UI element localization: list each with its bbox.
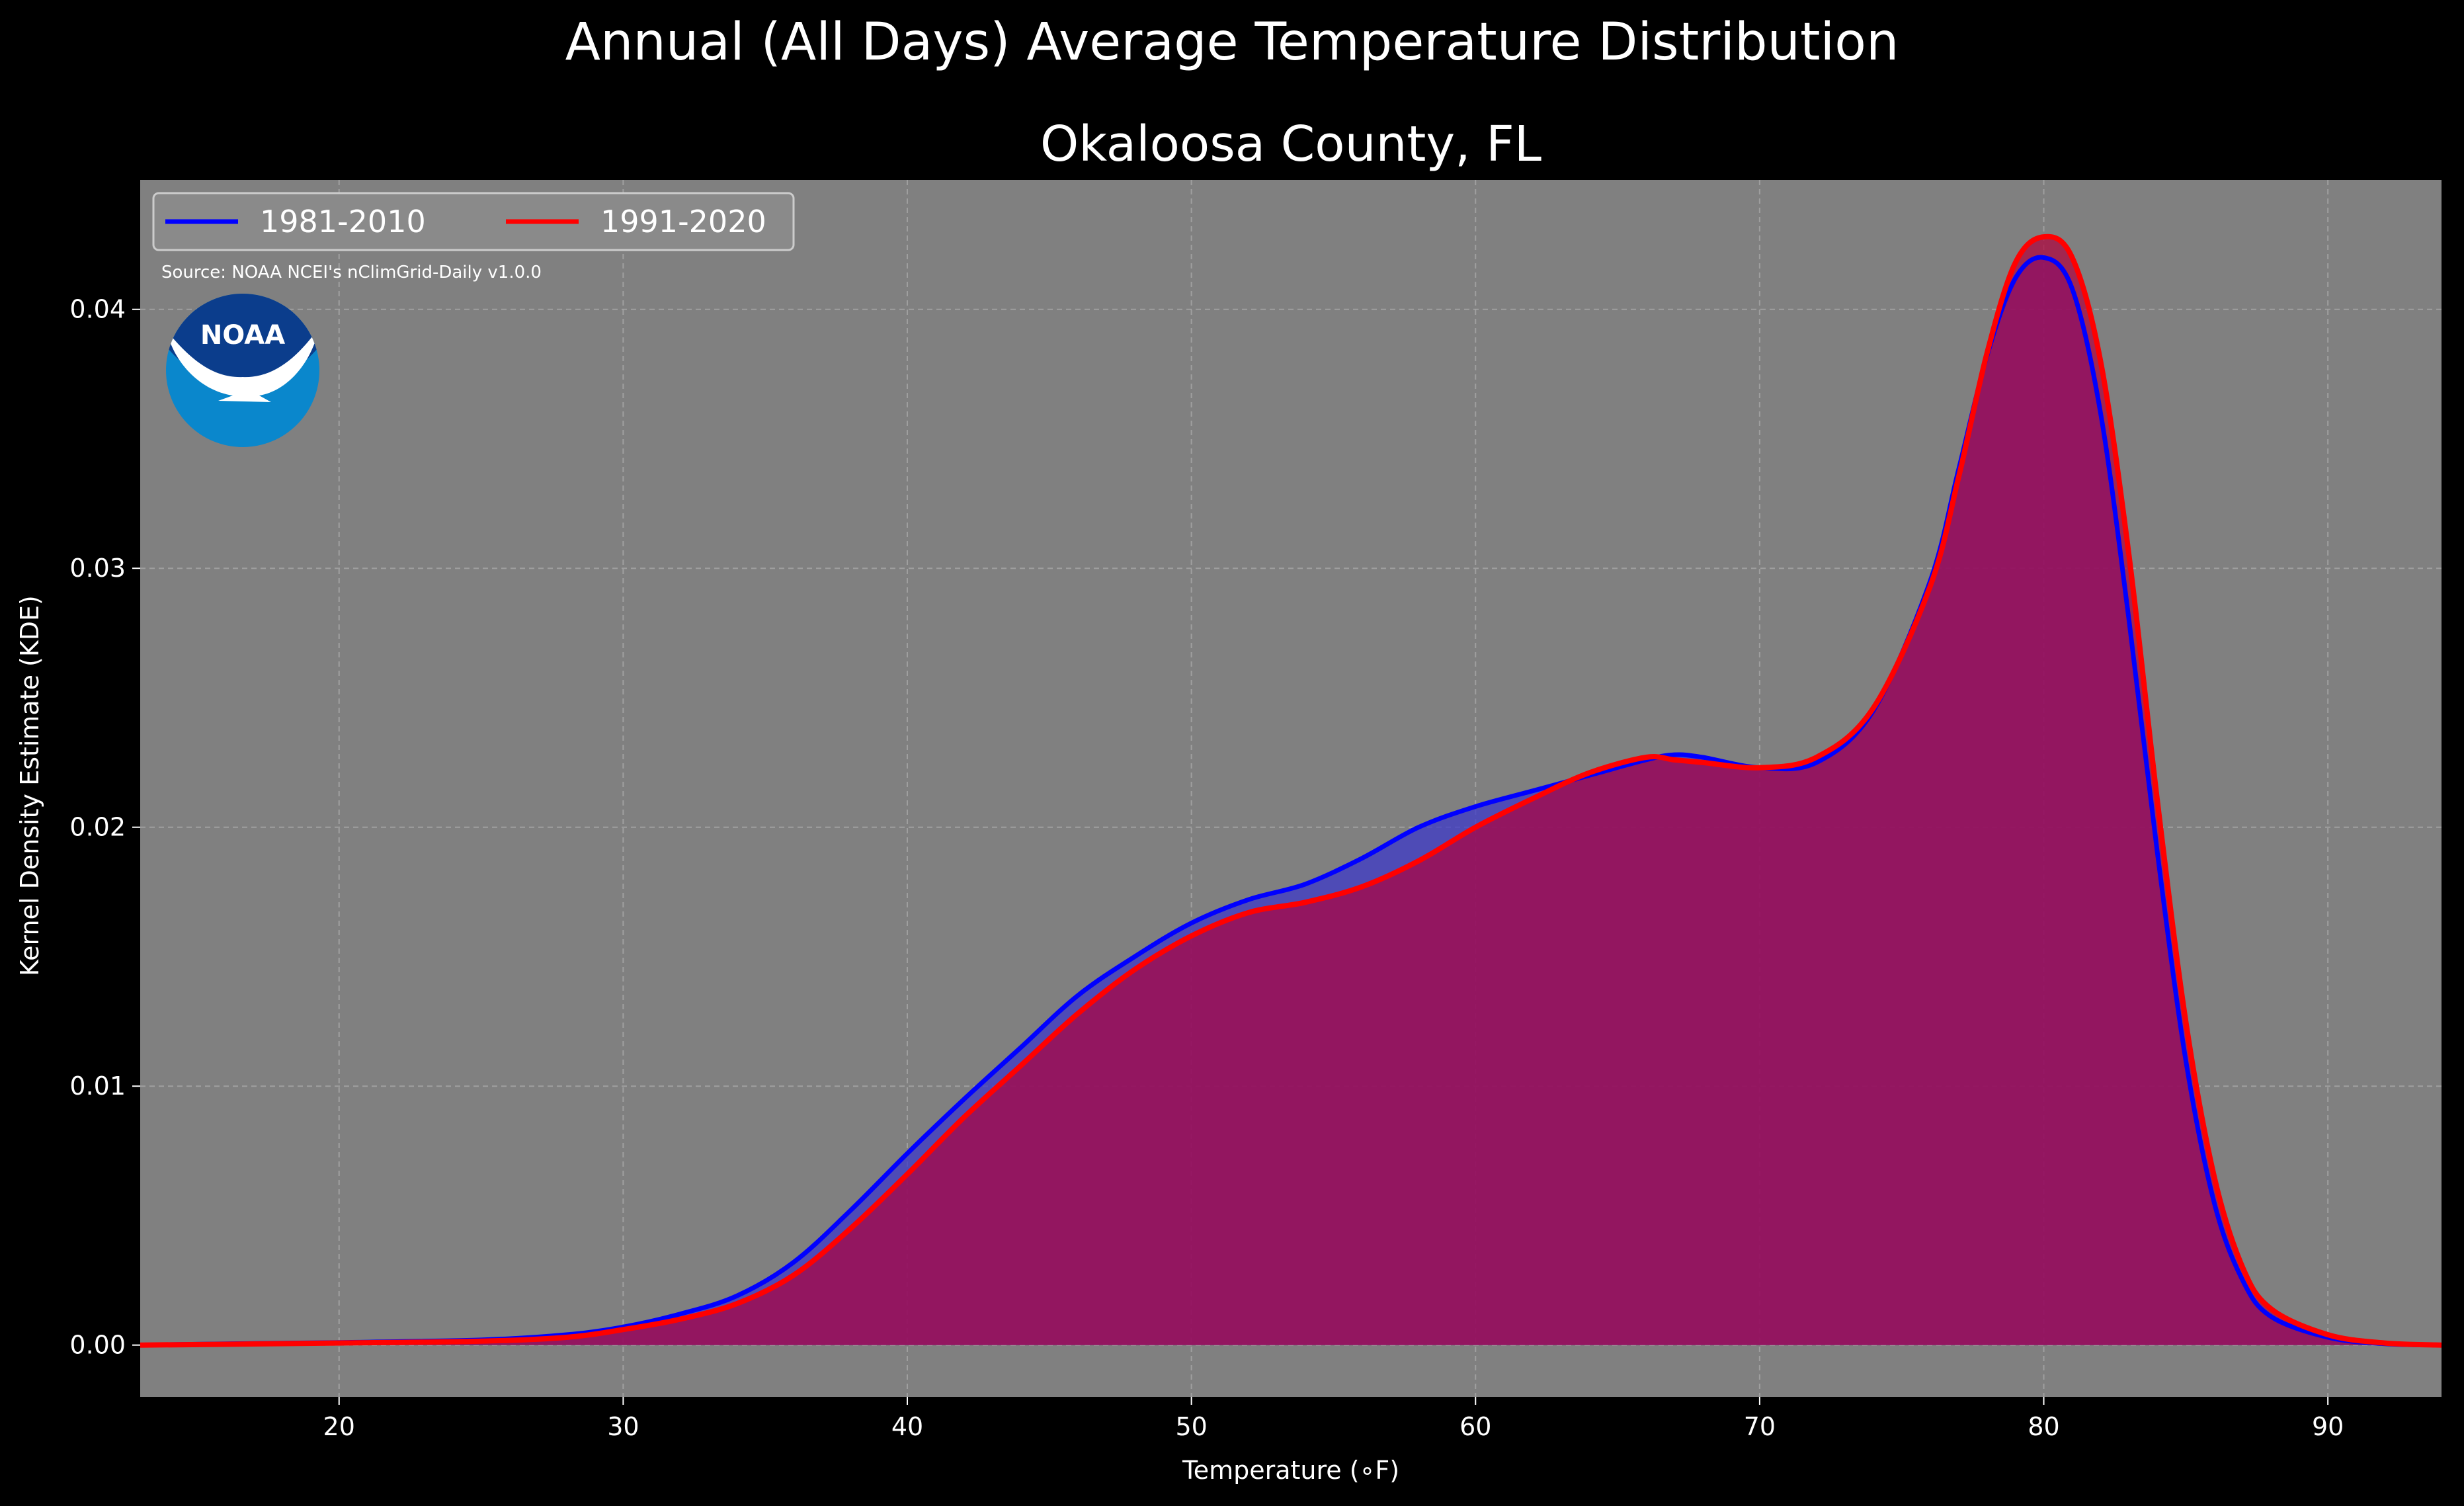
y-tick-label: 0.01 — [69, 1071, 126, 1101]
legend-label-1991-2020: 1991-2020 — [600, 204, 766, 239]
legend-label-1981-2010: 1981-2010 — [260, 204, 426, 239]
x-tick-label: 80 — [2028, 1412, 2059, 1441]
y-tick-label: 0.03 — [69, 554, 126, 583]
x-tick-label: 90 — [2312, 1412, 2344, 1441]
chart-subtitle: Okaloosa County, FL — [1040, 116, 1541, 173]
axis-ticks: 20 30 40 50 60 70 80 90 0.00 0.01 0.02 0.03 0.04 — [69, 295, 2344, 1441]
series-layer — [140, 233, 2442, 1348]
y-tick-label: 0.00 — [69, 1331, 126, 1360]
legend-box — [152, 192, 795, 251]
x-tick-label: 70 — [1744, 1412, 1776, 1441]
legend: 1981-2010 1991-2020 — [152, 192, 795, 251]
area-fill-1991-2020 — [140, 236, 2442, 1345]
y-tick-label: 0.04 — [69, 295, 126, 324]
x-tick-label: 20 — [323, 1412, 355, 1441]
noaa-logo-top — [166, 294, 319, 380]
x-tick-label: 60 — [1459, 1412, 1491, 1441]
y-axis-label: Kernel Density Estimate (KDE) — [15, 595, 44, 976]
noaa-logo: NOAA — [166, 294, 319, 447]
series-line-1991-2020 — [140, 233, 2442, 1348]
source-note: Source: NOAA NCEI's nClimGrid-Daily v1.0… — [161, 263, 542, 282]
noaa-logo-text: NOAA — [200, 320, 285, 351]
x-axis-label: Temperature (∘F) — [1182, 1456, 1399, 1485]
chart-title: Annual (All Days) Average Temperature Di… — [565, 13, 1899, 72]
x-tick-label: 50 — [1175, 1412, 1207, 1441]
x-tick-label: 40 — [891, 1412, 923, 1441]
noaa-logo-gull — [167, 328, 319, 402]
x-tick-label: 30 — [607, 1412, 639, 1441]
y-tick-label: 0.02 — [69, 813, 126, 842]
